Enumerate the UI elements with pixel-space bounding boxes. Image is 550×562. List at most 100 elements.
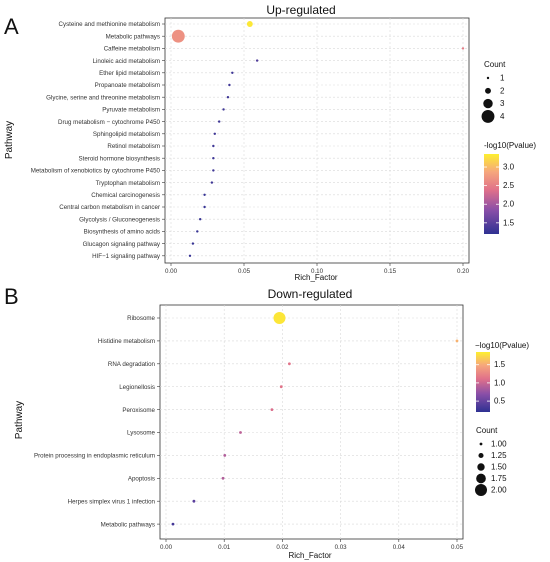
- data-point: [212, 144, 215, 148]
- color-legend-label: 1.5: [494, 360, 506, 369]
- data-point: [231, 71, 234, 75]
- panel-down-regulated: B Down-regulated Ribosome Histidine metab…: [4, 284, 529, 560]
- y-tick-label: Herpes simplex virus 1 infection: [68, 498, 156, 505]
- size-legend-title: Count: [484, 60, 506, 69]
- chart-title: Down-regulated: [268, 287, 353, 301]
- y-axis-tick-labels: Ribosome Histidine metabolism RNA degradat…: [34, 315, 160, 528]
- color-legend-label: 1.5: [503, 218, 515, 227]
- color-legend-label: 2.5: [503, 181, 515, 190]
- data-point: [273, 312, 286, 324]
- y-axis-title: Pathway: [4, 121, 15, 159]
- data-point: [171, 522, 175, 526]
- y-tick-label: Metabolism of xenobiotics by cytochrome …: [31, 168, 161, 175]
- y-tick-label: Glycine, serine and threonine metabolism: [46, 94, 160, 101]
- data-point: [221, 476, 225, 480]
- data-point: [246, 21, 253, 27]
- data-point: [212, 169, 215, 172]
- x-tick-label: 0.03: [335, 544, 348, 551]
- y-tick-label: Glycolysis / Gluconeogenesis: [79, 216, 160, 223]
- color-legend-title: -log10(Pvalue): [484, 141, 536, 150]
- data-point: [287, 362, 291, 366]
- data-point: [461, 47, 465, 50]
- y-tick-label: Linoleic acid metabolism: [93, 58, 160, 65]
- size-legend-swatch: [475, 484, 487, 496]
- y-tick-label: Sphingolipid metabolism: [93, 131, 160, 138]
- plot-area: [159, 304, 464, 540]
- y-tick-label: Lysosome: [127, 430, 156, 437]
- size-legend-swatch: [476, 473, 486, 484]
- data-point: [196, 230, 199, 233]
- x-tick-label: 0.05: [238, 268, 251, 275]
- x-axis-tick-labels: 0.00 0.05 0.10 0.15 0.20: [165, 263, 470, 275]
- color-scale-bar: [476, 352, 490, 412]
- panel-label: A: [4, 14, 19, 39]
- color-legend: −log10(Pvalue) 0.5 1.0 1.5: [475, 341, 529, 412]
- size-legend-label: 4: [500, 112, 505, 121]
- data-point: [213, 132, 216, 135]
- data-point: [210, 181, 214, 184]
- data-point: [217, 120, 221, 123]
- size-legend-swatch: [477, 463, 485, 471]
- x-tick-label: 0.01: [218, 544, 231, 551]
- y-tick-label: Drug metabolism − cytochrome P450: [58, 119, 161, 126]
- x-tick-label: 0.05: [451, 544, 464, 551]
- color-legend-title: −log10(Pvalue): [475, 341, 529, 350]
- data-point: [279, 385, 283, 389]
- x-tick-label: 0.20: [457, 268, 470, 275]
- size-legend-label: 1.25: [491, 451, 507, 460]
- data-points: [171, 21, 465, 257]
- size-legend-label: 2.00: [491, 486, 507, 495]
- y-tick-label: Metabolic pathways: [106, 33, 160, 40]
- x-tick-label: 0.00: [165, 268, 178, 275]
- data-point: [212, 157, 215, 160]
- data-point: [188, 254, 192, 257]
- y-tick-label: Ribosome: [127, 315, 155, 322]
- size-legend-label: 3: [500, 99, 505, 108]
- data-point: [199, 218, 202, 221]
- size-legend-label: 1.50: [491, 463, 507, 472]
- y-tick-label: HIF−1 signaling pathway: [92, 253, 161, 260]
- panel-up-regulated: A Up-regulated Cysteine and methionine m…: [4, 3, 536, 282]
- x-tick-label: 0.02: [276, 544, 289, 551]
- y-tick-label: Chemical carcinogenesis: [91, 192, 160, 199]
- data-points: [171, 312, 459, 526]
- data-point: [226, 96, 230, 99]
- x-tick-label: 0.00: [160, 544, 173, 551]
- size-legend-swatch: [481, 109, 495, 123]
- x-axis-tick-labels: 0.00 0.01 0.02 0.03 0.04 0.05: [160, 539, 464, 551]
- chart-title: Up-regulated: [266, 3, 335, 17]
- color-legend-label: 0.5: [494, 397, 506, 406]
- size-legend-title: Count: [476, 426, 498, 435]
- size-legend-swatch: [483, 98, 493, 109]
- size-legend-swatch: [485, 87, 491, 94]
- y-axis-tick-labels: Cysteine and methionine metabolism Metabo…: [31, 21, 165, 260]
- y-tick-label: Glucagon signaling pathway: [83, 241, 161, 248]
- y-tick-label: Histidine metabolism: [98, 338, 155, 345]
- y-tick-label: Protein processing in endoplasmic reticu…: [34, 453, 155, 460]
- y-tick-label: Ether lipid metabolism: [99, 70, 160, 77]
- data-point: [455, 339, 459, 343]
- size-legend: Count 1 2 3 4: [481, 60, 506, 123]
- size-legend-label: 2: [500, 86, 505, 95]
- size-legend-swatch: [478, 452, 484, 459]
- size-legend-label: 1.75: [491, 474, 507, 483]
- data-point: [171, 29, 185, 43]
- size-legend-swatch: [479, 442, 483, 446]
- y-tick-label: Metabolic pathways: [101, 521, 155, 528]
- y-tick-label: Tryptophan metabolism: [96, 180, 160, 187]
- panel-label: B: [4, 284, 19, 309]
- y-tick-label: Retinol metabolism: [107, 143, 160, 150]
- color-scale-bar: [484, 154, 499, 234]
- data-point: [203, 205, 206, 209]
- y-tick-label: Legionellosis: [119, 384, 155, 391]
- y-tick-label: RNA degradation: [108, 361, 156, 368]
- y-tick-label: Pyruvate metabolism: [102, 107, 160, 114]
- y-tick-label: Propanoate metabolism: [95, 82, 160, 89]
- size-legend-swatch: [486, 76, 490, 80]
- grid: [165, 18, 469, 263]
- x-axis-title: Rich_Factor: [288, 551, 331, 560]
- color-legend: -log10(Pvalue) 1.5 2.0 2.5 3.0: [484, 141, 536, 234]
- data-point: [223, 454, 227, 457]
- y-tick-label: Cysteine and methionine metabolism: [59, 21, 160, 28]
- y-tick-label: Steroid hormone biosynthesis: [78, 155, 160, 162]
